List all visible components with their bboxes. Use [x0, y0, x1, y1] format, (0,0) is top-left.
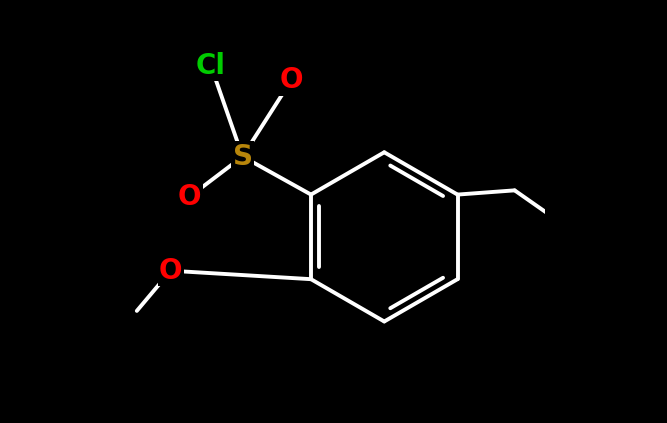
Text: Cl: Cl: [196, 52, 226, 80]
Text: O: O: [159, 257, 182, 285]
Text: S: S: [233, 143, 253, 170]
Text: O: O: [279, 66, 303, 94]
Text: O: O: [178, 183, 201, 211]
